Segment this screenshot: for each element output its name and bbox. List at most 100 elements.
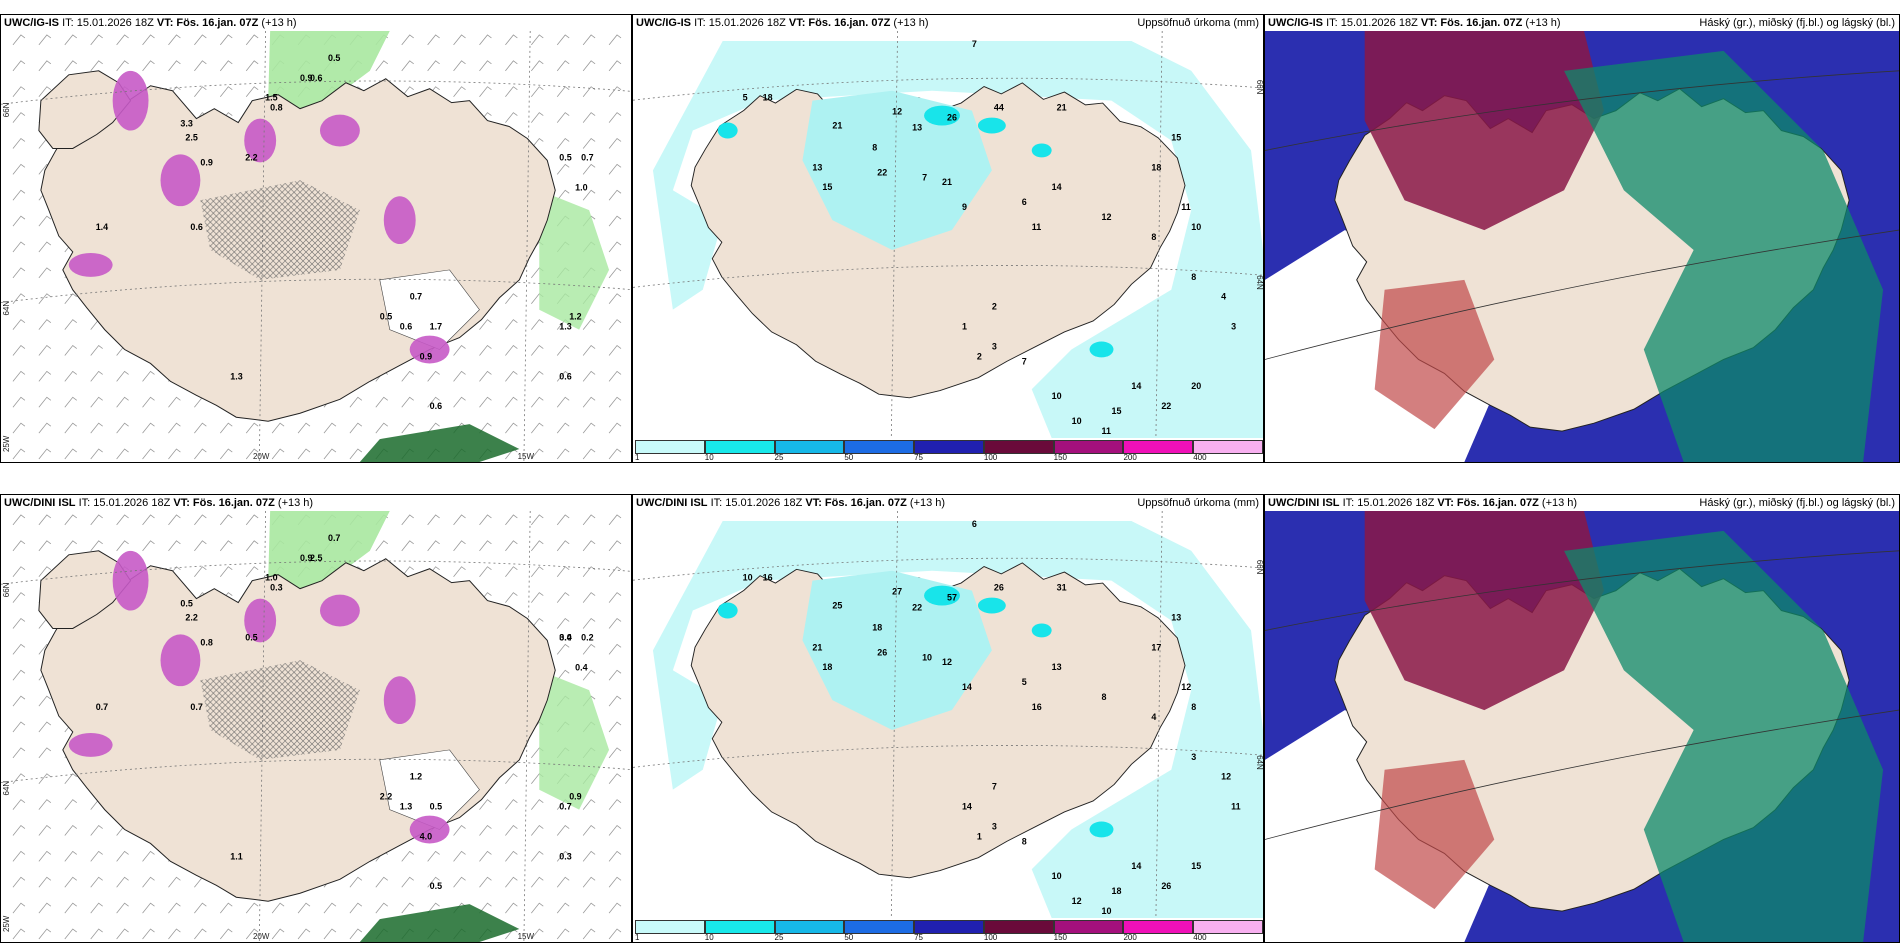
colorbar-swatch (1193, 440, 1263, 454)
precip-value-label: 7 (922, 172, 927, 182)
precip-value-label: 2 (992, 302, 997, 312)
ptype-value-label: 1.3 (230, 371, 242, 381)
ptype-value-label: 0.5 (559, 152, 571, 162)
precip-value-label: 21 (812, 642, 822, 652)
valid-time: VT: Fös. 16.jan. 07Z (805, 497, 907, 509)
ptype-value-label: 1.5 (265, 93, 277, 103)
snow-area (160, 154, 201, 207)
graticule (633, 31, 1263, 438)
colorbar-tick-label: 150 (1053, 453, 1068, 462)
lon-label-25w: 25W (2, 435, 11, 452)
ptype-value-label: 0.5 (380, 312, 392, 322)
precip-value-label: 15 (822, 182, 832, 192)
graticule (1, 31, 631, 462)
mixed-precip-hatch (200, 180, 360, 280)
colorbar-swatch (635, 440, 705, 454)
panel-cloud-row2: UWC/DINI ISL IT: 15.01.2026 18Z VT: Fös.… (1264, 494, 1900, 943)
precip-value-label: 7 (992, 782, 997, 792)
ptype-value-label: 0.9 (300, 73, 312, 83)
precip-value-label: 22 (877, 167, 887, 177)
ptype-value-label: 0.6 (400, 322, 412, 332)
precip-value-label: 15 (1111, 406, 1121, 416)
panel-cloud-row1: UWC/IG-IS IT: 15.01.2026 18Z VT: Fös. 16… (1264, 14, 1900, 463)
panel-title: UWC/DINI ISL IT: 15.01.2026 18Z VT: Fös.… (1265, 495, 1899, 511)
precip-value-label: 26 (994, 583, 1004, 593)
precip-value-label: 1 (977, 831, 982, 841)
precip-value-label: 14 (1131, 861, 1141, 871)
snow-area (383, 196, 416, 245)
panel-title: UWC/IG-IS IT: 15.01.2026 18Z VT: Fös. 16… (1, 15, 631, 31)
low-cloud-area (1564, 530, 1884, 942)
valid-time: VT: Fös. 16.jan. 07Z (1420, 17, 1523, 29)
rain-area (268, 511, 390, 601)
variable-title: Háský (gr.), miðský (fj.bl.) og lágský (… (1699, 17, 1895, 29)
colorbar-swatch (1123, 920, 1194, 934)
ptype-value-label: 0.7 (581, 152, 593, 162)
lat-label-64n: 64N (1255, 755, 1263, 770)
ptype-value-label: 1.0 (575, 182, 587, 192)
precip-value-label: 20 (1191, 381, 1201, 391)
precip-value-label: 14 (962, 682, 972, 692)
init-time: IT: 15.01.2026 18Z (1342, 497, 1435, 509)
colorbar-tick-label: 10 (704, 933, 714, 942)
precip-over-land (802, 90, 992, 250)
heavy-rain-area (359, 904, 520, 942)
snow-area (112, 70, 149, 131)
precip-max-area (717, 122, 738, 139)
graticule (633, 511, 1263, 918)
panel-precip-row2: UWC/DINI ISL IT: 15.01.2026 18Z VT: Fös.… (632, 494, 1264, 943)
snow-area (160, 634, 201, 687)
colorbar-tick-label: 200 (1123, 933, 1137, 942)
precip-value-label: 27 (892, 587, 902, 597)
init-time: IT: 15.01.2026 18Z (710, 497, 803, 509)
ptype-map[interactable]: 66N 64N 25W 20W 15W 0.5 0.7 1.0 0.6 0.5 0.6 0.8 3.3 2… (1, 31, 631, 462)
precip-value-label: 13 (912, 123, 922, 133)
precip-value-label: 12 (892, 107, 902, 117)
cloud-map[interactable] (1265, 511, 1899, 942)
ptype-value-label: 0.8 (270, 103, 282, 113)
colorbar-tick-label: 25 (774, 453, 784, 462)
colorbar-tick-label: 50 (844, 453, 854, 462)
lead-time: (+13 h) (1541, 497, 1578, 509)
precip-value-label: 57 (947, 593, 957, 603)
lon-label-25w: 25W (2, 915, 11, 932)
ptype-value-label: 0.7 (328, 533, 340, 543)
lat-label-64n: 64N (2, 781, 11, 796)
precip-value-label: 6 (972, 519, 977, 529)
westfjords-land (38, 70, 132, 149)
lon-label-20w: 20W (253, 452, 270, 461)
precip-value-label: 13 (1052, 662, 1062, 672)
ptype-value-label: 0.6 (190, 222, 202, 232)
mid-cloud-area (1364, 31, 1604, 231)
precip-value-label: 44 (994, 103, 1004, 113)
mid-cloud-area (1364, 511, 1604, 711)
precip-map[interactable]: 66N 64N 6 10 16 25 27 22 18 57 26 31 18 21 26 12 13 17 13 1… (633, 511, 1263, 918)
precip-value-label: 26 (877, 647, 887, 657)
precip-colorbar: 1 10 25 50 75 100 150 200 400 (633, 438, 1263, 462)
precip-value-label: 18 (872, 622, 882, 632)
ptype-value-label: 0.5 (430, 802, 442, 812)
snow-area (244, 598, 277, 643)
precip-value-label: 22 (1161, 401, 1171, 411)
ptype-value-label: 3.0 (559, 632, 571, 642)
ptype-map[interactable]: 66N 64N 25W 20W 15W 0.4 0.2 0.4 0.5 0.7 2.5 0.3 0.5 2… (1, 511, 631, 942)
colorbar-tick-label: 100 (983, 453, 998, 462)
ptype-value-label: 0.8 (200, 637, 212, 647)
cloud-map[interactable] (1265, 31, 1899, 462)
precip-value-label: 13 (1171, 612, 1181, 622)
model-name: UWC/IG-IS (636, 17, 691, 29)
ptype-value-label: 0.9 (200, 157, 212, 167)
precip-map[interactable]: 66N 64N 7 5 18 21 12 13 8 26 44 21 15 13 22 21 14 18 15 11 1… (633, 31, 1263, 438)
precip-value-label: 2 (977, 351, 982, 361)
model-name: UWC/IG-IS (1268, 17, 1323, 29)
precip-value-label: 3 (992, 821, 997, 831)
ptype-value-label: 0.3 (270, 583, 282, 593)
ptype-value-label: 1.2 (569, 312, 581, 322)
snow-area (112, 550, 149, 611)
precip-value-label: 3 (1191, 752, 1196, 762)
precip-value-label: 4 (1151, 712, 1156, 722)
precip-value-label: 15 (1171, 132, 1181, 142)
ptype-value-label: 1.3 (559, 322, 571, 332)
init-time: IT: 15.01.2026 18Z (62, 17, 154, 29)
precip-value-label: 18 (822, 662, 832, 672)
